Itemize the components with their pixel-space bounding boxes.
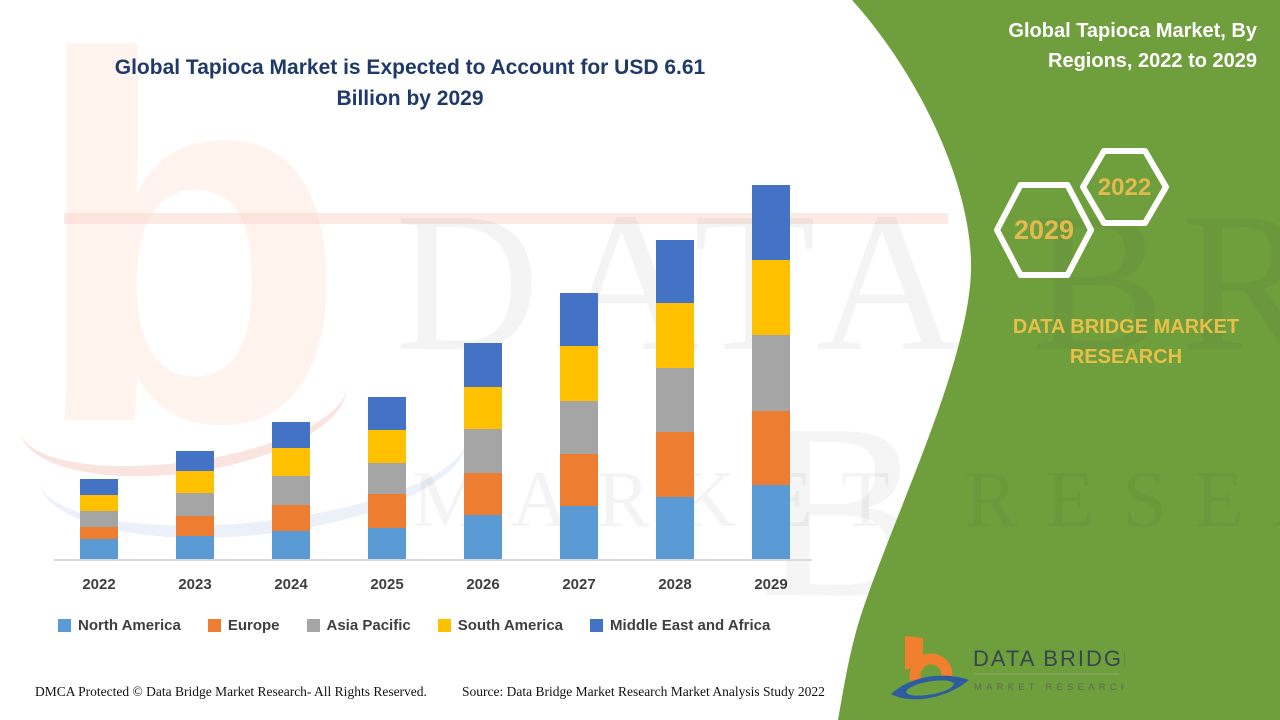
bar-segment-middle-east-and-africa-2023 bbox=[176, 450, 214, 471]
bar-segment-north-america-2029 bbox=[752, 485, 790, 559]
bar-segment-middle-east-and-africa-2024 bbox=[272, 422, 310, 449]
bar-segment-south-america-2023 bbox=[176, 470, 214, 493]
bar-segment-europe-2027 bbox=[560, 453, 598, 507]
bar-segment-middle-east-and-africa-2026 bbox=[464, 343, 502, 388]
x-axis-label-2023: 2023 bbox=[178, 576, 212, 593]
x-axis-label-2027: 2027 bbox=[562, 576, 596, 593]
bar-2024 bbox=[272, 422, 310, 559]
chart-title-line2: Billion by 2029 bbox=[336, 87, 484, 110]
bar-segment-asia-pacific-2022 bbox=[80, 510, 118, 527]
bar-segment-north-america-2022 bbox=[80, 539, 118, 559]
legend-item-europe: Europe bbox=[207, 617, 280, 634]
databridge-logo: DATA BRIDGE MARKET RESEARCH bbox=[891, 636, 1125, 700]
legend-label-europe: Europe bbox=[227, 617, 280, 634]
bar-segment-europe-2023 bbox=[176, 516, 214, 536]
legend-label-south-america: South America bbox=[457, 617, 564, 634]
bar-segment-south-america-2028 bbox=[656, 303, 694, 368]
x-axis-label-2022: 2022 bbox=[82, 576, 116, 593]
bar-segment-north-america-2026 bbox=[464, 515, 502, 559]
x-axis-label-2028: 2028 bbox=[658, 576, 692, 593]
legend-swatch-south-america bbox=[437, 619, 451, 632]
bar-segment-asia-pacific-2023 bbox=[176, 492, 214, 517]
bar-segment-south-america-2026 bbox=[464, 387, 502, 430]
bar-segment-middle-east-and-africa-2025 bbox=[368, 397, 406, 431]
green-curve-shape bbox=[838, 0, 1280, 720]
x-axis-label-2026: 2026 bbox=[466, 576, 500, 593]
bar-segment-south-america-2022 bbox=[80, 494, 118, 511]
bar-segment-north-america-2025 bbox=[368, 527, 406, 559]
legend-swatch-middle-east-and-africa bbox=[590, 619, 604, 632]
footer-dmca-text: DMCA Protected © Data Bridge Market Rese… bbox=[35, 684, 427, 699]
bar-segment-north-america-2023 bbox=[176, 535, 214, 559]
bar-segment-asia-pacific-2027 bbox=[560, 400, 598, 454]
bar-segment-south-america-2027 bbox=[560, 346, 598, 401]
bar-2023 bbox=[176, 450, 214, 559]
bar-2026 bbox=[464, 343, 502, 559]
bar-segment-europe-2028 bbox=[656, 432, 694, 497]
hexagon-2029 bbox=[994, 182, 1094, 278]
bar-segment-asia-pacific-2028 bbox=[656, 367, 694, 433]
x-axis-line bbox=[54, 559, 812, 561]
bar-segment-middle-east-and-africa-2029 bbox=[752, 184, 790, 260]
bar-segment-south-america-2025 bbox=[368, 430, 406, 463]
bar-segment-europe-2022 bbox=[80, 526, 118, 540]
legend-item-asia-pacific: Asia Pacific bbox=[306, 617, 411, 634]
legend-swatch-asia-pacific bbox=[306, 619, 320, 632]
brand-wordmark-line1: DATA BRIDGE MARKET bbox=[1012, 316, 1240, 338]
bar-2025 bbox=[368, 397, 406, 559]
hexagon-2029-label: 2029 bbox=[1014, 215, 1074, 245]
logo-swoosh-cutout bbox=[906, 680, 954, 696]
legend-label-middle-east-and-africa: Middle East and Africa bbox=[610, 617, 771, 634]
hexagon-2022 bbox=[1080, 148, 1169, 226]
bar-segment-asia-pacific-2025 bbox=[368, 462, 406, 494]
year-hexagons: 2022 2029 bbox=[994, 148, 1169, 278]
bar-segment-middle-east-and-africa-2022 bbox=[80, 479, 118, 495]
legend-item-south-america: South America bbox=[437, 617, 564, 634]
bar-segment-asia-pacific-2024 bbox=[272, 476, 310, 505]
bar-segment-north-america-2027 bbox=[560, 506, 598, 559]
legend-label-asia-pacific: Asia Pacific bbox=[326, 617, 411, 634]
side-panel-title-line1: Global Tapioca Market, By bbox=[1008, 20, 1257, 42]
bar-2022 bbox=[80, 479, 118, 559]
legend-swatch-north-america bbox=[58, 619, 71, 632]
bar-segment-europe-2026 bbox=[464, 472, 502, 516]
bar-segment-europe-2025 bbox=[368, 493, 406, 528]
brand-wordmark-line2: RESEARCH bbox=[1069, 346, 1183, 368]
footer-source-text: Source: Data Bridge Market Research Mark… bbox=[462, 684, 825, 699]
bar-segment-europe-2024 bbox=[272, 504, 310, 531]
legend-item-middle-east-and-africa: Middle East and Africa bbox=[590, 618, 770, 633]
bar-segment-asia-pacific-2029 bbox=[752, 334, 790, 411]
bar-2029 bbox=[752, 184, 790, 559]
logo-tagline-text: MARKET RESEARCH bbox=[974, 682, 1125, 693]
hexagon-2022-label: 2022 bbox=[1098, 174, 1151, 201]
legend-item-north-america: North America bbox=[58, 618, 181, 633]
side-panel-title: Global Tapioca Market, By Regions, 2022 … bbox=[945, 16, 1257, 76]
bar-2027 bbox=[560, 293, 598, 559]
logo-name-text: DATA BRIDGE bbox=[973, 646, 1125, 671]
bar-segment-middle-east-and-africa-2028 bbox=[656, 239, 694, 304]
chart-title: Global Tapioca Market is Expected to Acc… bbox=[55, 52, 765, 114]
x-axis-label-2029: 2029 bbox=[754, 576, 788, 593]
x-axis-label-2025: 2025 bbox=[370, 576, 404, 593]
bar-2028 bbox=[656, 239, 694, 559]
watermark-pink-band bbox=[64, 213, 948, 224]
bar-segment-south-america-2029 bbox=[752, 259, 790, 335]
chart-title-line1: Global Tapioca Market is Expected to Acc… bbox=[114, 56, 706, 79]
bar-segment-south-america-2024 bbox=[272, 448, 310, 477]
chart-legend: North America Europe Asia Pacific South Ame… bbox=[58, 618, 770, 633]
side-panel-title-line2: Regions, 2022 to 2029 bbox=[1048, 50, 1257, 72]
bar-segment-asia-pacific-2026 bbox=[464, 429, 502, 473]
bar-segment-europe-2029 bbox=[752, 410, 790, 486]
legend-swatch-europe bbox=[207, 619, 221, 632]
bar-segment-north-america-2028 bbox=[656, 496, 694, 559]
bar-segment-north-america-2024 bbox=[272, 530, 310, 559]
bar-segment-middle-east-and-africa-2027 bbox=[560, 293, 598, 347]
x-axis-label-2024: 2024 bbox=[274, 576, 308, 593]
brand-wordmark: DATA BRIDGE MARKET RESEARCH bbox=[975, 312, 1277, 372]
legend-label-north-america: North America bbox=[78, 617, 181, 634]
